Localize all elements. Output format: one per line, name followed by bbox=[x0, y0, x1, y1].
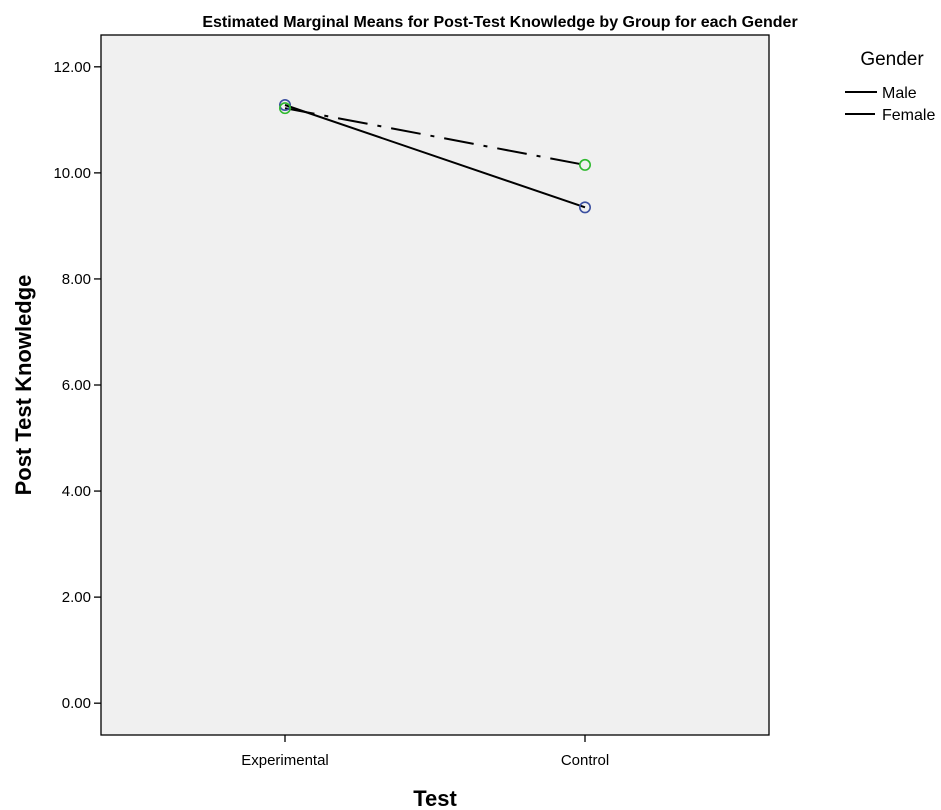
plot-area bbox=[100, 34, 770, 736]
y-axis-title: Post Test Knowledge bbox=[11, 275, 36, 496]
data-point-female bbox=[278, 102, 291, 115]
series-layer bbox=[278, 99, 591, 214]
y-tick-label: 10.00 bbox=[53, 165, 91, 182]
legend-label-female: Female bbox=[882, 107, 935, 124]
y-tick-label: 0.00 bbox=[62, 695, 91, 712]
data-point-male bbox=[278, 99, 291, 112]
data-point-male bbox=[578, 201, 591, 214]
legend-title: Gender bbox=[860, 49, 924, 70]
x-tick-label: Control bbox=[561, 752, 609, 769]
legend-label-male: Male bbox=[882, 85, 917, 102]
x-axis-title: Test bbox=[413, 786, 457, 810]
x-axis: Experimental Control bbox=[241, 735, 609, 769]
series-line-male bbox=[284, 104, 586, 209]
data-point-female bbox=[578, 158, 591, 171]
x-tick-label: Experimental bbox=[241, 752, 329, 769]
chart-title: Estimated Marginal Means for Post-Test K… bbox=[202, 14, 797, 31]
y-tick-label: 8.00 bbox=[62, 271, 91, 288]
y-tick-label: 4.00 bbox=[62, 483, 91, 500]
legend: Gender Male Female bbox=[845, 49, 935, 124]
y-axis: 0.00 2.00 4.00 6.00 8.00 10.00 12.00 bbox=[53, 59, 101, 712]
y-tick-label: 12.00 bbox=[53, 59, 91, 76]
y-tick-label: 2.00 bbox=[62, 589, 91, 606]
y-tick-label: 6.00 bbox=[62, 377, 91, 394]
